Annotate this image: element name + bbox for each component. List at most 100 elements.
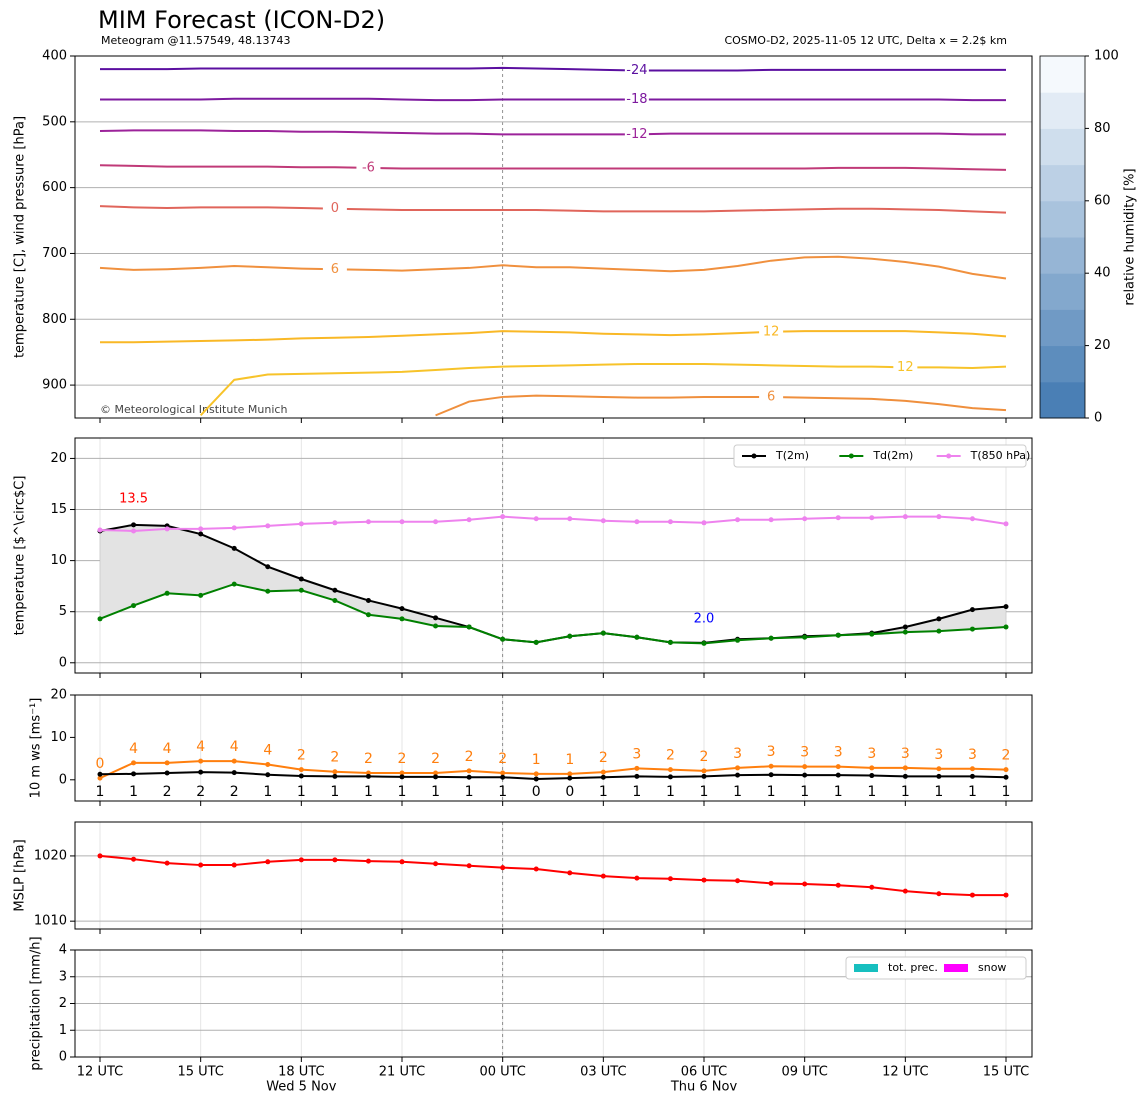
- series-point: [634, 875, 640, 881]
- series-point: [701, 773, 707, 779]
- x-tick-label: 03 UTC: [580, 1065, 626, 1080]
- y-tick-label: 20: [50, 451, 67, 466]
- contour-label-bg: [356, 160, 381, 175]
- value-label: 2: [498, 751, 507, 767]
- series-point: [1003, 521, 1009, 527]
- series-point: [701, 768, 707, 774]
- series-point: [768, 635, 774, 641]
- series-point: [399, 519, 405, 525]
- value-label: 4: [196, 739, 205, 755]
- value-label: 3: [867, 746, 876, 762]
- y-tick-label: 10: [50, 553, 67, 568]
- legend-label: tot. prec.: [888, 961, 938, 974]
- value-label: 1: [297, 784, 306, 800]
- colorbar-band: [1040, 200, 1085, 238]
- series-point: [198, 862, 204, 868]
- value-label: 3: [767, 744, 776, 760]
- series-point: [298, 857, 304, 863]
- series-point: [936, 628, 942, 634]
- series-point: [1003, 892, 1009, 898]
- series-point: [198, 758, 204, 764]
- contour-label-bg: [759, 389, 784, 404]
- series-point: [869, 631, 875, 637]
- series-point: [667, 767, 673, 773]
- series-point: [936, 616, 942, 622]
- colorbar-tick-label: 80: [1094, 121, 1111, 136]
- contour-label: 6: [331, 262, 339, 277]
- value-label: 0: [96, 756, 105, 772]
- series-point: [768, 517, 774, 523]
- series-point: [500, 514, 506, 520]
- value-label: 4: [129, 741, 138, 757]
- series-point: [634, 773, 640, 779]
- value-label: 1: [800, 784, 809, 800]
- series-point: [298, 587, 304, 593]
- series-point: [399, 859, 405, 865]
- colorbar-band: [1040, 381, 1085, 419]
- value-label: 2: [599, 750, 608, 766]
- series-point: [231, 758, 237, 764]
- value-label: 3: [632, 746, 641, 762]
- series-point: [600, 873, 606, 879]
- series-point: [332, 857, 338, 863]
- panel-frame: [74, 694, 1033, 802]
- y-tick-label: 1: [59, 1023, 67, 1038]
- value-label: 2: [330, 750, 339, 766]
- value-label: 2: [465, 749, 474, 765]
- series-point: [701, 877, 707, 883]
- series-point: [735, 637, 741, 643]
- y-tick-label: 5: [59, 604, 67, 619]
- series-point: [600, 774, 606, 780]
- series-point: [902, 629, 908, 635]
- value-label: 4: [263, 743, 272, 759]
- value-label: 2: [297, 748, 306, 764]
- contour-line: [100, 66, 1006, 72]
- contour-label-bg: [624, 92, 649, 107]
- x-tick-label: 18 UTC: [278, 1065, 324, 1080]
- series-point: [969, 516, 975, 522]
- series-point: [567, 633, 573, 639]
- series-point: [735, 772, 741, 778]
- legend-marker: [946, 453, 952, 459]
- series-point: [969, 766, 975, 772]
- series-point: [768, 763, 774, 769]
- x-tick-label: 21 UTC: [379, 1065, 425, 1080]
- y-tick-label: 15: [50, 502, 67, 517]
- series-point: [198, 769, 204, 775]
- value-label: 2: [666, 748, 675, 764]
- series-point: [735, 517, 741, 523]
- contour-line: [199, 363, 1007, 417]
- legend-swatch: [944, 964, 968, 972]
- series-point: [969, 607, 975, 613]
- legend-marker: [751, 453, 757, 459]
- value-label: 2: [196, 784, 205, 800]
- series-point: [567, 775, 573, 781]
- x-tick-label-day: Wed 5 Nov: [266, 1080, 337, 1095]
- chart-title: MIM Forecast (ICON-D2): [98, 6, 385, 34]
- series-point: [97, 853, 103, 859]
- series-point: [634, 765, 640, 771]
- value-label: 2: [1002, 748, 1011, 764]
- contour-line: [99, 205, 1007, 214]
- series-point: [399, 606, 405, 612]
- series-point: [500, 770, 506, 776]
- series-point: [332, 520, 338, 526]
- series-point: [265, 859, 271, 865]
- series-line: [99, 854, 1006, 897]
- y-tick-label: 600: [42, 180, 67, 195]
- series-point: [164, 526, 170, 532]
- y-tick-label: 20: [50, 688, 67, 703]
- series-point: [902, 514, 908, 520]
- contour-label-bg: [624, 127, 649, 142]
- series-point: [936, 514, 942, 520]
- x-tick-label: 15 UTC: [177, 1065, 223, 1080]
- colorbar-band: [1040, 56, 1085, 93]
- series-point: [97, 771, 103, 777]
- series-point: [969, 773, 975, 779]
- value-label: 4: [163, 741, 172, 757]
- series-point: [600, 630, 606, 636]
- value-label: 1: [565, 752, 574, 768]
- value-label: 3: [834, 745, 843, 761]
- series-point: [164, 590, 170, 596]
